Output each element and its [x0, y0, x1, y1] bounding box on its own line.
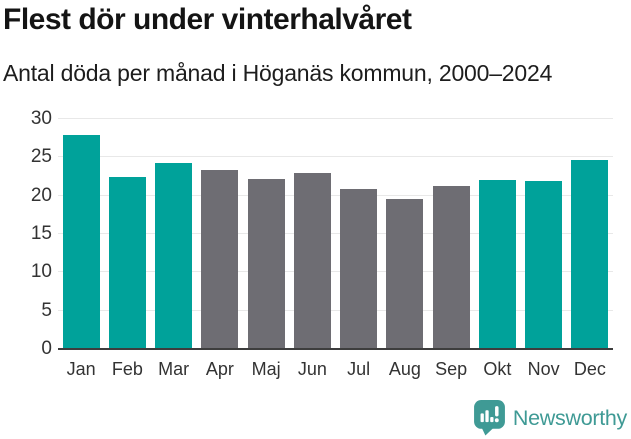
y-tick-label-30: 30 [30, 108, 52, 129]
bar-jun [293, 172, 331, 349]
newsworthy-logo-link[interactable]: Newsworthy [473, 400, 627, 436]
gridline-25 [58, 156, 613, 158]
bar-okt [478, 180, 516, 349]
x-tick-label-nov: Nov [527, 359, 560, 379]
gridline-20 [58, 194, 613, 196]
y-tick-label-15: 15 [30, 223, 52, 244]
x-tick-label-dec: Dec [573, 359, 606, 379]
chart-title: Flest dör under vinterhalvåret [3, 3, 412, 36]
bar-jul [340, 188, 378, 349]
x-tick-label-jan: Jan [66, 359, 96, 379]
x-tick-label-maj: Maj [251, 359, 281, 379]
bar-sep [432, 186, 470, 349]
bar-dec [571, 159, 609, 349]
newsworthy-logo-text: Newsworthy [512, 405, 627, 430]
x-tick-label-apr: Apr [205, 359, 234, 379]
x-tick-label-okt: Okt [483, 359, 512, 379]
bar-mar [155, 162, 193, 349]
x-tick-label-mar: Mar [158, 359, 190, 379]
gridline-10 [58, 271, 613, 273]
x-tick-label-jun: Jun [297, 359, 327, 379]
bar-apr [201, 169, 239, 349]
gridline-30 [58, 118, 613, 119]
bar-maj [247, 178, 285, 349]
newsworthy-logo-icon [473, 400, 505, 436]
x-axis-baseline [58, 348, 613, 350]
y-tick-label-0: 0 [41, 338, 52, 359]
y-tick-label-20: 20 [30, 184, 52, 206]
y-tick-label-25: 25 [30, 146, 52, 168]
x-tick-label-sep: Sep [435, 359, 468, 379]
y-axis: 0 5 10 15 20 25 30 [0, 109, 52, 359]
chart-subtitle: Antal döda per månad i Höganäs kommun, 2… [3, 60, 553, 86]
y-tick-label-10: 10 [30, 261, 52, 283]
x-axis: Jan Feb Mar Apr Maj Jun Jul Aug Sep Okt Nov Dec [58, 357, 613, 381]
bar-aug [386, 198, 424, 349]
x-tick-label-jul: Jul [347, 359, 371, 379]
x-tick-label-feb: Feb [111, 359, 143, 379]
bar-nov [525, 181, 563, 349]
y-tick-label-5: 5 [41, 299, 52, 321]
gridline-5 [58, 309, 613, 311]
plot-area [58, 118, 613, 350]
bar-jan [62, 135, 100, 349]
gridline-15 [58, 233, 613, 234]
bar-feb [108, 177, 146, 349]
x-tick-label-aug: Aug [388, 359, 421, 379]
